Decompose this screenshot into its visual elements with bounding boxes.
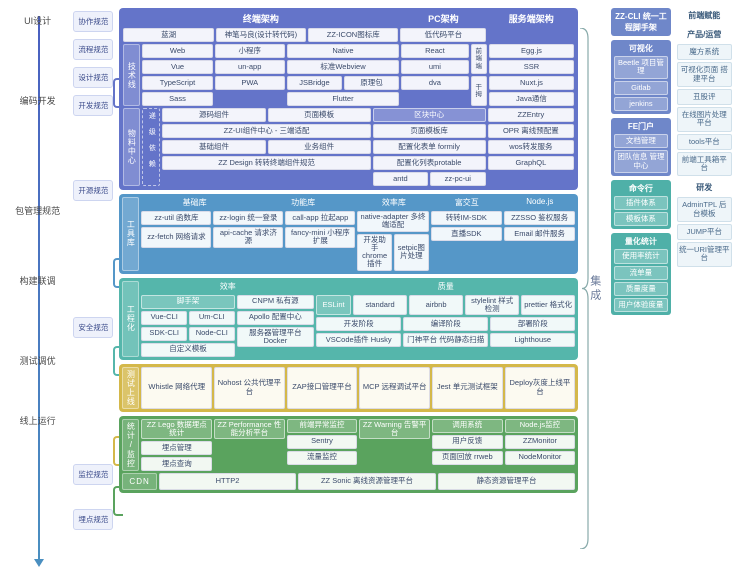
stage-label: 测试调优 [20, 348, 56, 373]
plugin-item: Beetle 项目管理 [614, 56, 667, 79]
stage-column: UI设计编码开发包管理规范构建联调测试调优线上运行 [8, 8, 67, 569]
empower-item: 在线图片处理平台 [677, 107, 732, 132]
stage-label: 编码开发 [20, 88, 56, 113]
zzcli-column: ZZ-CLI 统一工程脚手架可视化Beetle 项目管理Gitlabjenkin… [611, 8, 670, 569]
plugin-item: 用户体验度量 [614, 298, 667, 312]
plugin-item: 质量度量 [614, 282, 667, 296]
plugin-item: 团队信息 管理中心 [614, 150, 667, 173]
spec-chip: 开发规范 [73, 95, 113, 116]
empower-item: 统一URI管理平台 [677, 242, 732, 267]
spec-chip: 监控规范 [73, 464, 113, 485]
empower-item: JUMP平台 [677, 224, 732, 240]
empower-item: 魔方系统 [677, 44, 732, 60]
empower-item: AdminTPL 后台模板 [677, 197, 732, 222]
plugin-item: 文档管理 [614, 134, 667, 148]
bridge: 集成 [584, 8, 605, 569]
spec-chip: 协作规范 [73, 11, 113, 32]
empower-item: tools平台 [677, 134, 732, 150]
spec-chip: 埋点规范 [73, 509, 113, 530]
empower-item: 前端工具箱平台 [677, 152, 732, 177]
spec-column: 协作规范流程规范设计规范开发规范开源规范安全规范监控规范埋点规范 [73, 8, 113, 569]
main-column: 终端架构蓝湖神笔马良(设计转代码)ZZ-ICON图标库PC架构低代码平台服务端架… [119, 8, 578, 569]
spec-chip: 开源规范 [73, 180, 113, 201]
spec-chip: 流程规范 [73, 39, 113, 60]
spec-chip: 设计规范 [73, 67, 113, 88]
plugin-item: 使用率统计 [614, 249, 667, 263]
plugin-item: jenkins [614, 97, 667, 111]
plugin-item: 流单量 [614, 266, 667, 280]
empower-column: 前端赋能产品/运营魔方系统可视化页面 搭建平台丑股评在线图片处理平台tools平… [677, 8, 732, 569]
plugin-item: Gitlab [614, 81, 667, 95]
empower-item: 可视化页面 搭建平台 [677, 62, 732, 87]
plugin-item: 插件体系 [614, 196, 667, 210]
stage-label: 构建联调 [20, 268, 56, 293]
plugin-item: 模板体系 [614, 212, 667, 226]
stage-label: 线上运行 [20, 408, 56, 433]
stage-label: 包管理规范 [15, 198, 60, 223]
spec-chip: 安全规范 [73, 317, 113, 338]
empower-item: 丑股评 [677, 89, 732, 105]
stage-label: UI设计 [24, 8, 51, 33]
